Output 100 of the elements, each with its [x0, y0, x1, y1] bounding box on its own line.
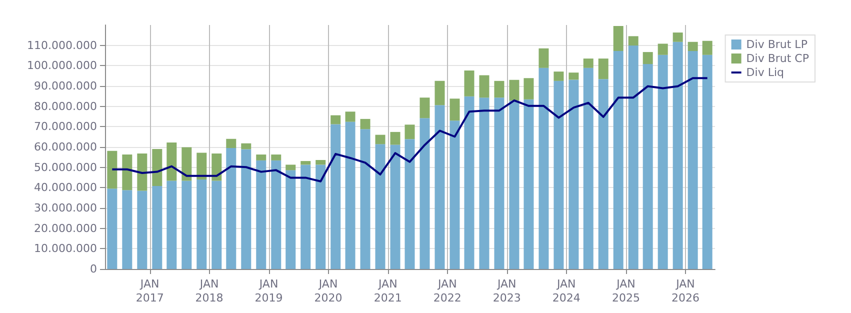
bar — [434, 105, 445, 269]
bar — [642, 52, 653, 64]
y-tick-label: 30.000.000 — [34, 202, 97, 214]
bar — [628, 46, 638, 269]
y-tick-label: 80.000.000 — [34, 100, 97, 113]
x-tick-label: JAN 2020 — [314, 278, 342, 304]
bar — [226, 138, 236, 148]
bar — [464, 70, 474, 96]
x-tick-label: JAN 2025 — [612, 278, 640, 304]
bar — [256, 160, 266, 269]
y-tick-label: 90.000.000 — [34, 80, 97, 92]
bar — [286, 170, 296, 269]
bar — [688, 42, 698, 52]
bar — [404, 124, 415, 140]
y-tick-label: 20.000.000 — [34, 222, 97, 235]
bar — [538, 68, 549, 269]
bar — [300, 161, 311, 165]
bar — [196, 152, 207, 180]
bar — [494, 98, 504, 269]
y-tick-label: 110.000.000 — [27, 38, 97, 52]
bar — [642, 64, 653, 269]
bar — [360, 129, 370, 269]
x-tick-label: JAN 2018 — [195, 278, 224, 304]
bar — [450, 98, 460, 121]
bar — [271, 154, 282, 160]
bar — [598, 58, 608, 80]
bar — [137, 190, 148, 269]
legend-label: Div Brut CP — [746, 52, 810, 65]
bar — [524, 78, 534, 100]
bar — [554, 72, 564, 81]
bar — [122, 154, 132, 190]
bar — [300, 164, 311, 269]
bar — [479, 75, 490, 98]
bar — [613, 26, 624, 52]
bar — [375, 134, 386, 144]
bar — [509, 80, 520, 101]
legend-label: Div Brut LP — [746, 38, 808, 51]
bar — [598, 79, 608, 269]
bar — [345, 112, 356, 122]
bar — [628, 36, 638, 46]
bar — [583, 58, 594, 68]
bar — [226, 148, 236, 269]
bar — [613, 51, 624, 269]
bar — [360, 118, 370, 130]
bar — [166, 142, 177, 181]
x-tick-label: JAN 2024 — [552, 278, 580, 304]
bar — [702, 54, 712, 269]
bar — [658, 44, 668, 55]
bar — [241, 143, 252, 150]
x-tick-label: JAN 2023 — [492, 278, 521, 304]
y-tick-label: 10.000.000 — [34, 242, 97, 256]
y-tick-label: 0 — [90, 262, 97, 276]
bar — [271, 160, 282, 269]
bar — [568, 72, 579, 80]
bar — [434, 80, 445, 106]
x-tick-label: JAN 2021 — [374, 278, 402, 304]
bar — [420, 118, 430, 269]
bar — [404, 139, 415, 269]
bar — [464, 96, 474, 269]
x-tick-label: JAN 2022 — [433, 278, 462, 304]
bar — [196, 180, 207, 269]
bar — [672, 32, 683, 42]
bar — [241, 149, 252, 269]
line-series — [111, 77, 708, 182]
bar — [122, 190, 132, 269]
legend-label: Div Liq — [746, 66, 784, 79]
y-tick-label: 100.000.000 — [27, 59, 97, 72]
bar — [286, 164, 296, 170]
bar — [524, 99, 534, 269]
x-tick-label: JAN 2017 — [136, 278, 164, 304]
bar — [330, 124, 341, 269]
bar — [316, 164, 326, 269]
bar — [420, 98, 430, 118]
bar — [330, 115, 341, 124]
bar — [390, 144, 400, 269]
bar — [137, 154, 148, 191]
bar — [450, 120, 460, 269]
bar — [568, 80, 579, 269]
x-tick-label: JAN 2026 — [672, 278, 700, 304]
bar — [316, 160, 326, 165]
bar — [182, 147, 192, 181]
bar — [554, 80, 564, 269]
bar — [509, 100, 520, 269]
bar — [152, 149, 162, 186]
bar — [702, 40, 712, 55]
bar — [107, 188, 118, 269]
bar — [479, 98, 490, 269]
bar — [390, 132, 400, 145]
bar — [152, 186, 162, 269]
bar — [212, 180, 222, 269]
bar — [345, 122, 356, 269]
bar — [538, 48, 549, 68]
bar — [688, 51, 698, 269]
y-tick-label: 60.000.000 — [34, 140, 97, 154]
y-tick-label: 50.000.000 — [34, 160, 97, 174]
bar — [494, 80, 504, 98]
y-tick-label: 40.000.000 — [34, 181, 97, 194]
x-tick-label: JAN 2019 — [254, 278, 283, 304]
bar — [583, 68, 594, 269]
bar — [672, 42, 683, 269]
